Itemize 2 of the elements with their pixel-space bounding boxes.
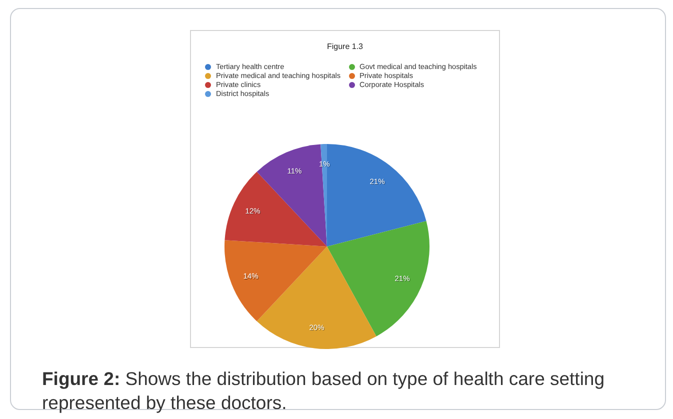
chart-title: Figure 1.3	[326, 42, 364, 51]
caption: Figure 2: Shows the distribution based on type of health care setting represented by these doctors.	[42, 367, 606, 415]
